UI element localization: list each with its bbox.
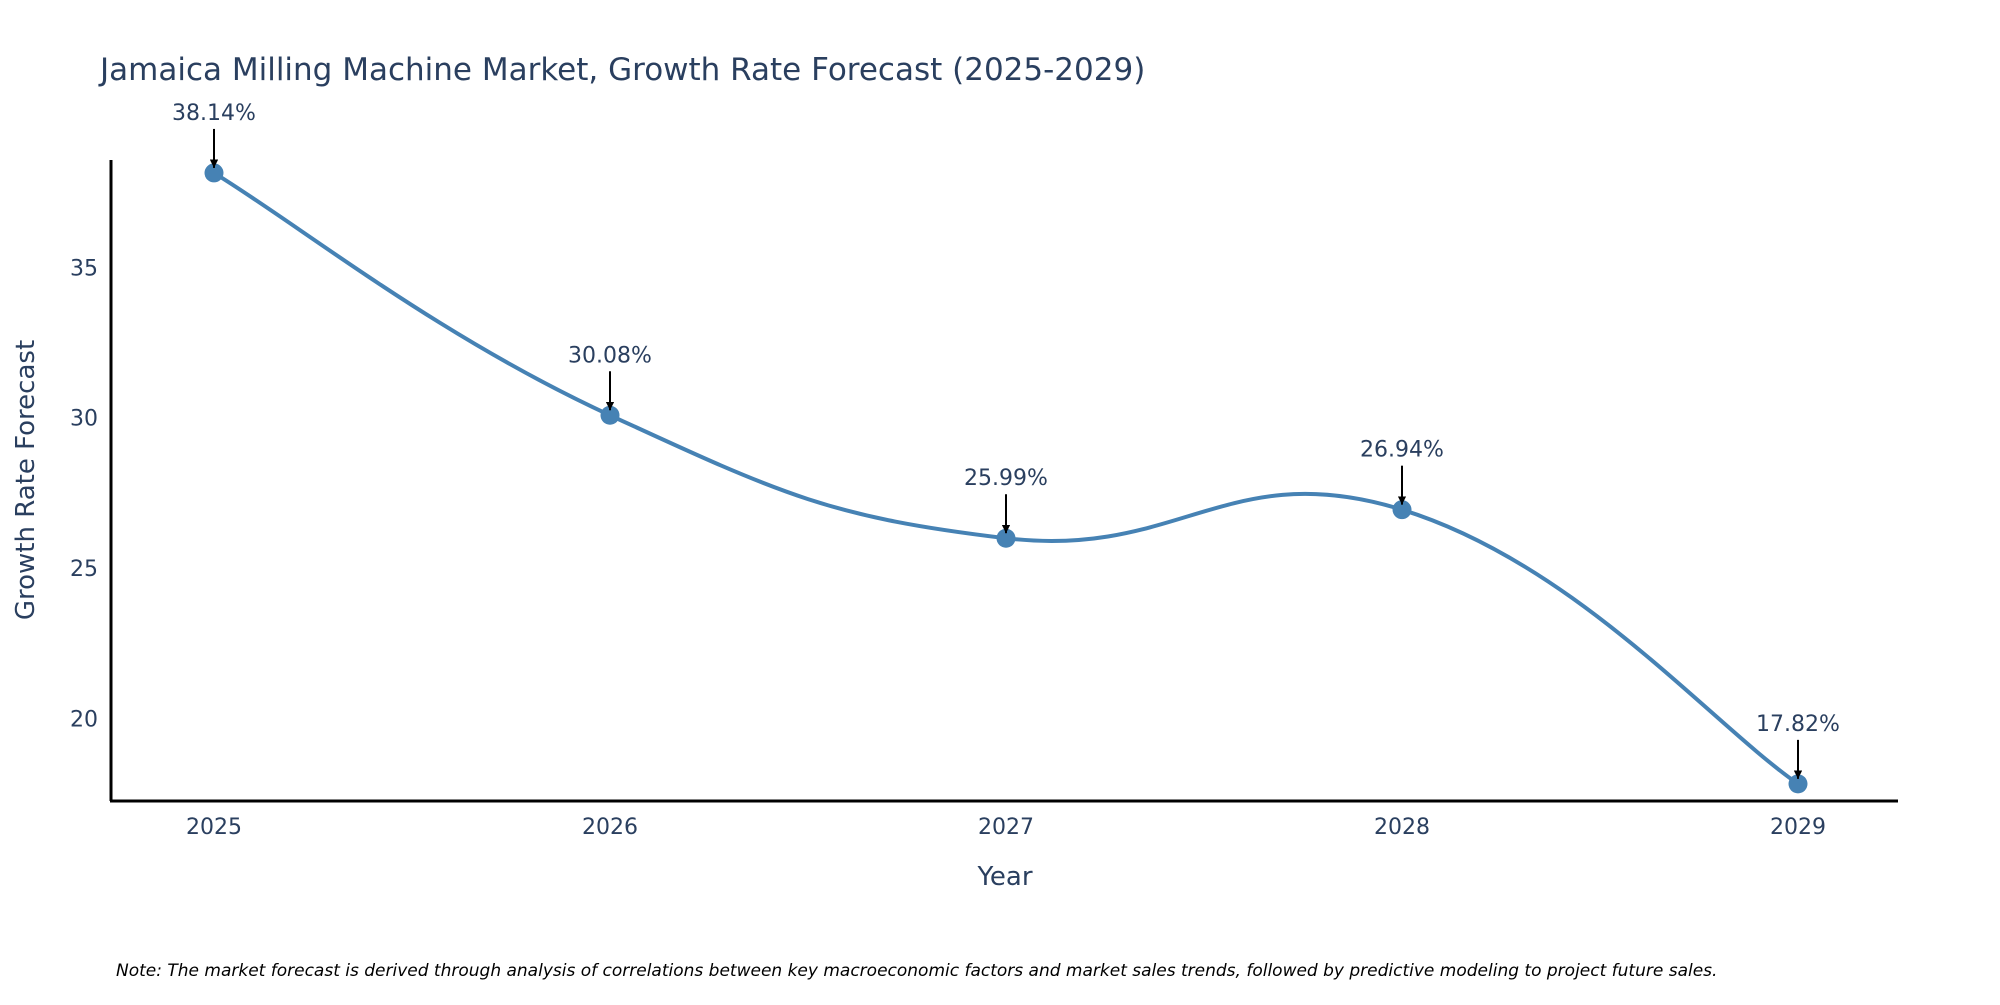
y-tick-label: 20 — [70, 707, 98, 732]
series-growth-rate — [204, 163, 1808, 794]
data-label: 30.08% — [568, 343, 652, 368]
x-tick-label: 2028 — [1374, 815, 1430, 840]
data-label: 26.94% — [1360, 438, 1444, 463]
x-tick-label: 2029 — [1770, 815, 1826, 840]
data-annotation: 38.14% — [172, 101, 256, 168]
y-tick-labels: 20 25 30 35 — [70, 256, 98, 732]
y-tick-label: 35 — [70, 256, 98, 281]
data-point — [996, 528, 1016, 548]
data-label: 17.82% — [1756, 712, 1840, 737]
data-label: 25.99% — [964, 466, 1048, 491]
x-tick-label: 2025 — [186, 815, 242, 840]
data-point — [1392, 500, 1412, 520]
data-annotation: 25.99% — [964, 466, 1048, 534]
data-label: 38.14% — [172, 101, 256, 126]
footnote: Note: The market forecast is derived thr… — [116, 961, 1717, 981]
y-tick-label: 30 — [70, 407, 98, 432]
data-point — [1788, 774, 1808, 794]
x-tick-labels: 2025 2026 2027 2028 2029 — [186, 815, 1826, 840]
x-tick-label: 2026 — [582, 815, 638, 840]
data-point — [204, 163, 224, 183]
y-tick-label: 25 — [70, 557, 98, 582]
data-annotation: 30.08% — [568, 343, 652, 411]
data-point — [600, 405, 620, 425]
y-axis-title: Growth Rate Forecast — [11, 340, 41, 620]
chart-title: Jamaica Milling Machine Market, Growth R… — [98, 52, 1145, 88]
data-annotation: 17.82% — [1756, 712, 1840, 779]
data-annotations: 38.14% 30.08% 25.99% 26.94% 17.82% — [172, 101, 1840, 779]
x-axis-title: Year — [976, 862, 1032, 892]
x-tick-label: 2027 — [978, 815, 1034, 840]
data-annotation: 26.94% — [1360, 438, 1444, 505]
